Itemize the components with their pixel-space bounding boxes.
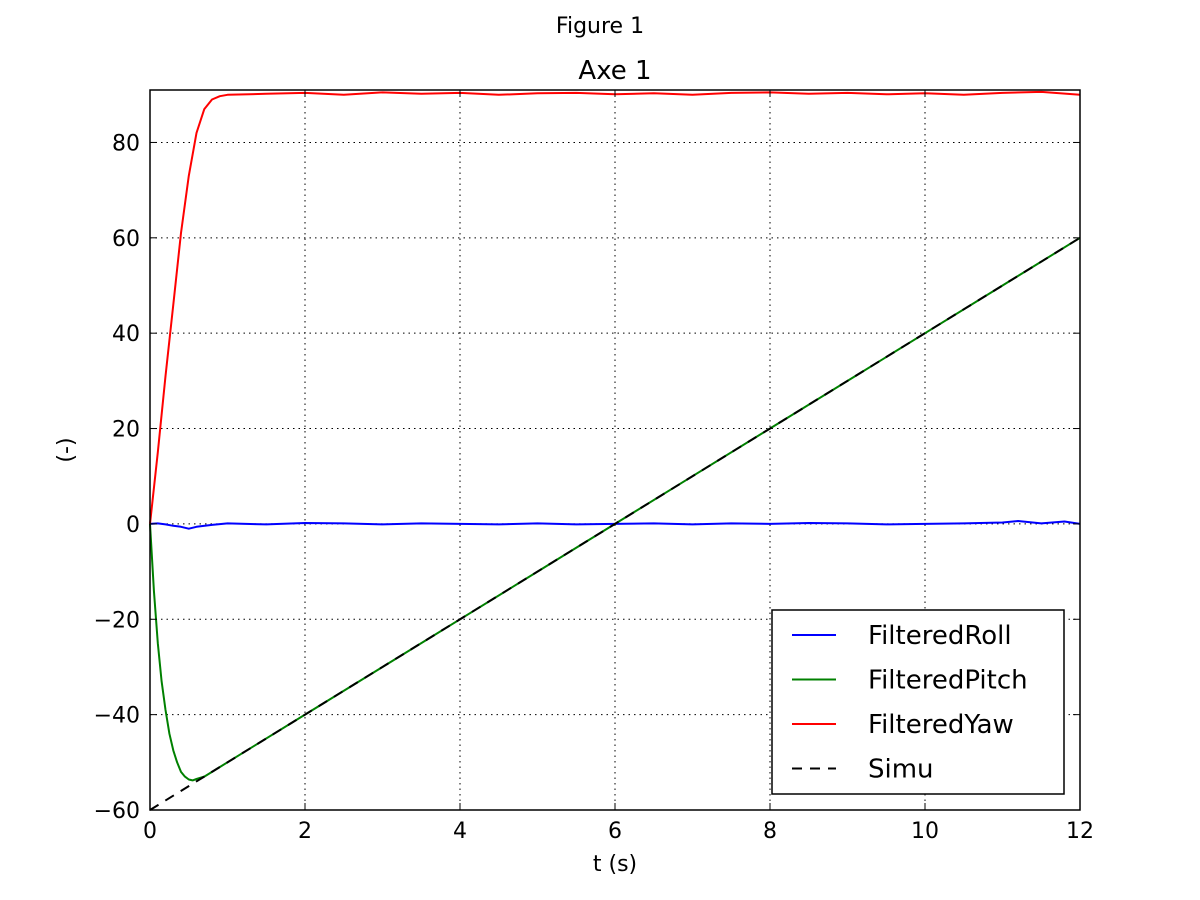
x-tick-label: 2 <box>298 819 312 844</box>
y-tick-label: −40 <box>94 704 140 729</box>
legend-label: FilteredPitch <box>868 666 1028 696</box>
axis-ticks: 0 2 4 6 8 10 12 −60 −40 −20 0 20 40 60 80 <box>94 90 1094 844</box>
x-tick-label: 10 <box>911 819 939 844</box>
legend-label: FilteredRoll <box>868 621 1012 651</box>
figure-window-title: Figure 1 <box>555 14 645 39</box>
x-axis-label: t (s) <box>593 852 637 877</box>
legend-label: FilteredYaw <box>868 710 1014 740</box>
chart-title: Axe 1 <box>578 56 651 86</box>
legend-box <box>771 609 1065 795</box>
x-tick-label: 0 <box>143 819 157 844</box>
y-tick-label: −60 <box>94 799 140 824</box>
y-axis-label: (-) <box>54 437 79 462</box>
y-tick-label: 40 <box>112 322 140 347</box>
x-tick-label: 6 <box>608 819 622 844</box>
series-line-simu <box>149 236 1081 811</box>
x-tick-label: 12 <box>1066 819 1094 844</box>
y-tick-label: 60 <box>112 227 140 252</box>
x-tick-label: 4 <box>453 819 467 844</box>
y-tick-label: 20 <box>112 418 140 443</box>
x-tick-label: 8 <box>763 819 777 844</box>
legend: FilteredRoll FilteredPitch FilteredYaw Simu <box>771 609 1065 795</box>
y-tick-label: 80 <box>112 131 140 156</box>
legend-label: Simu <box>868 755 934 785</box>
y-tick-label: −20 <box>94 608 140 633</box>
series-line-filteredroll <box>149 520 1081 530</box>
y-tick-label: 0 <box>126 513 140 538</box>
